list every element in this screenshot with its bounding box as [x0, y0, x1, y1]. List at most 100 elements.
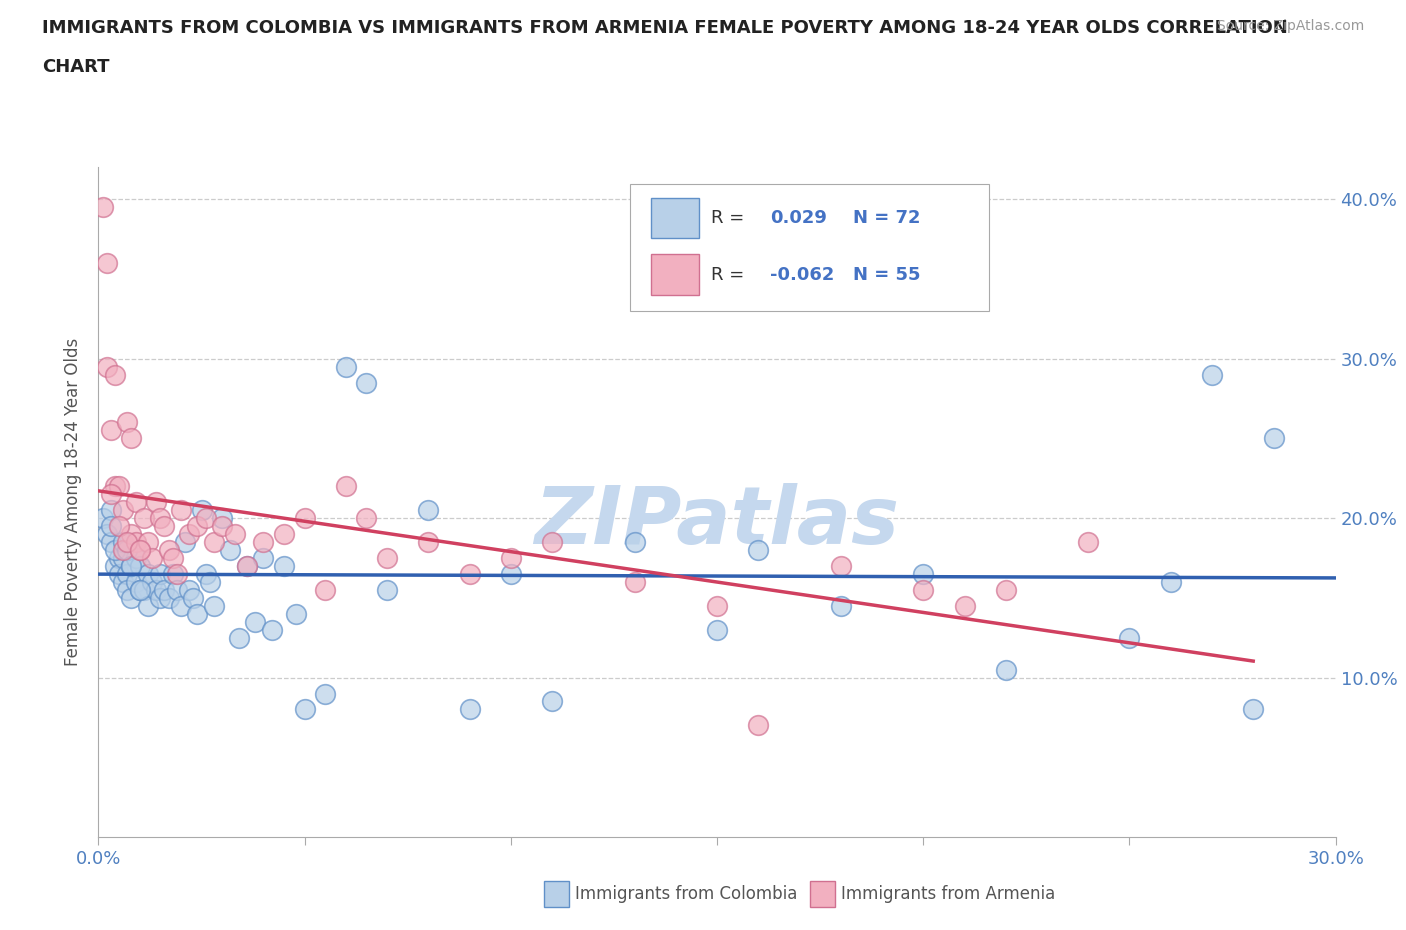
Text: R =: R =	[711, 208, 749, 227]
Point	[219, 542, 242, 557]
Point	[112, 575, 135, 590]
Point	[117, 542, 139, 557]
Point	[243, 615, 266, 630]
Point	[747, 542, 769, 557]
Point	[1077, 535, 1099, 550]
Point	[912, 582, 935, 597]
Point	[149, 511, 172, 525]
Point	[100, 519, 122, 534]
Point	[202, 598, 225, 613]
Point	[314, 582, 336, 597]
Point	[179, 582, 201, 597]
Point	[128, 582, 150, 597]
Text: -0.062: -0.062	[770, 266, 835, 284]
Point	[314, 686, 336, 701]
Point	[145, 495, 167, 510]
Point	[623, 575, 645, 590]
Point	[211, 511, 233, 525]
Point	[91, 511, 114, 525]
Point	[120, 559, 142, 574]
Point	[162, 566, 184, 581]
Point	[830, 559, 852, 574]
Point	[149, 591, 172, 605]
Point	[458, 702, 481, 717]
Text: ZIPatlas: ZIPatlas	[534, 484, 900, 562]
Point	[104, 559, 127, 574]
Point	[170, 503, 193, 518]
Point	[190, 503, 212, 518]
Point	[356, 511, 378, 525]
Point	[104, 479, 127, 494]
Point	[124, 535, 146, 550]
Point	[211, 519, 233, 534]
FancyBboxPatch shape	[810, 881, 835, 908]
Point	[124, 575, 146, 590]
Point	[120, 591, 142, 605]
Point	[170, 598, 193, 613]
Text: Immigrants from Armenia: Immigrants from Armenia	[841, 885, 1054, 903]
Point	[104, 367, 127, 382]
Point	[335, 479, 357, 494]
Point	[186, 519, 208, 534]
Point	[252, 535, 274, 550]
Point	[108, 551, 131, 565]
Y-axis label: Female Poverty Among 18-24 Year Olds: Female Poverty Among 18-24 Year Olds	[65, 339, 83, 666]
Point	[157, 591, 180, 605]
Point	[132, 582, 155, 597]
Point	[953, 598, 976, 613]
Point	[108, 566, 131, 581]
Point	[100, 486, 122, 501]
Point	[117, 582, 139, 597]
Point	[166, 566, 188, 581]
Point	[124, 551, 146, 565]
Point	[117, 566, 139, 581]
Point	[273, 526, 295, 541]
Point	[236, 559, 259, 574]
Point	[128, 582, 150, 597]
Point	[541, 535, 564, 550]
Point	[136, 598, 159, 613]
Point	[162, 551, 184, 565]
Point	[252, 551, 274, 565]
Point	[623, 535, 645, 550]
Point	[335, 359, 357, 374]
Text: Source: ZipAtlas.com: Source: ZipAtlas.com	[1216, 19, 1364, 33]
Point	[1263, 431, 1285, 445]
Point	[375, 551, 398, 565]
Text: IMMIGRANTS FROM COLOMBIA VS IMMIGRANTS FROM ARMENIA FEMALE POVERTY AMONG 18-24 Y: IMMIGRANTS FROM COLOMBIA VS IMMIGRANTS F…	[42, 19, 1288, 36]
Text: R =: R =	[711, 266, 749, 284]
Point	[418, 535, 440, 550]
Point	[112, 542, 135, 557]
Point	[128, 542, 150, 557]
Text: CHART: CHART	[42, 58, 110, 75]
Point	[273, 559, 295, 574]
Point	[136, 535, 159, 550]
Point	[181, 591, 204, 605]
Point	[228, 631, 250, 645]
Point	[1160, 575, 1182, 590]
Point	[141, 575, 163, 590]
Point	[153, 519, 176, 534]
Point	[166, 582, 188, 597]
Point	[541, 694, 564, 709]
Point	[117, 415, 139, 430]
Text: 0.029: 0.029	[770, 208, 827, 227]
Point	[153, 582, 176, 597]
Point	[120, 431, 142, 445]
Point	[100, 423, 122, 438]
Point	[96, 526, 118, 541]
Point	[375, 582, 398, 597]
Point	[141, 551, 163, 565]
Point	[830, 598, 852, 613]
Point	[294, 511, 316, 525]
Point	[458, 566, 481, 581]
Point	[356, 375, 378, 390]
FancyBboxPatch shape	[651, 255, 699, 295]
Point	[117, 535, 139, 550]
Point	[499, 551, 522, 565]
Point	[96, 359, 118, 374]
Point	[132, 511, 155, 525]
Point	[112, 503, 135, 518]
Point	[100, 503, 122, 518]
Point	[912, 566, 935, 581]
